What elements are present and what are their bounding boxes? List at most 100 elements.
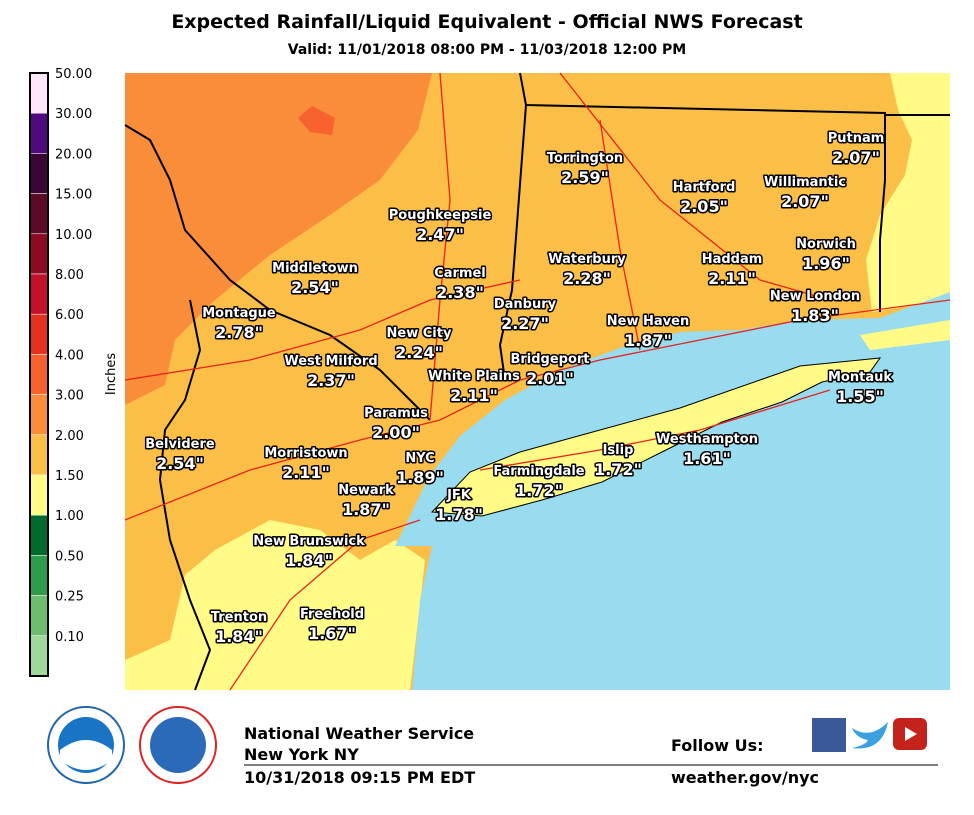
nws-logo-inner	[150, 717, 206, 773]
city-name: White Plains	[428, 369, 520, 384]
legend-swatch	[29, 273, 49, 315]
issued: 10/31/2018 09:15 PM EDT	[244, 768, 475, 787]
city-labels: Putnam 2.07" Torrington 2.59" Hartford 2.05" W…	[144, 130, 894, 648]
rainfall-amount: 2.01"	[526, 369, 574, 388]
legend-swatch	[29, 595, 49, 637]
legend-swatch	[29, 635, 49, 677]
legend-swatch	[29, 474, 49, 516]
rainfall-amount: 1.72"	[515, 481, 563, 500]
city-name: Middletown	[272, 261, 358, 276]
rainfall-amount: 1.84"	[285, 551, 333, 570]
city-name: Newark	[338, 483, 394, 498]
office: National Weather Service	[244, 724, 474, 743]
rainfall-amount: 2.54"	[291, 278, 339, 297]
legend-label: 1.50	[55, 469, 84, 484]
rainfall-amount: 2.54"	[156, 454, 204, 473]
city-name: Islip	[603, 443, 634, 458]
legend-label: 0.25	[55, 590, 84, 605]
rainfall-amount: 2.28"	[563, 269, 611, 288]
youtube-play	[905, 727, 917, 741]
legend-label: 15.00	[55, 188, 92, 203]
rainfall-amount: 1.83"	[791, 306, 839, 325]
city-name: Belvidere	[145, 437, 215, 452]
legend-label: 10.00	[55, 228, 92, 243]
rainfall-amount: 2.11"	[282, 463, 330, 482]
legend-swatch	[29, 313, 49, 355]
title: Expected Rainfall/Liquid Equivalent - Of…	[171, 11, 802, 33]
rainfall-amount: 1.89"	[396, 468, 444, 487]
footer: National Weather Service New York NY 10/…	[47, 706, 938, 787]
city-name: New Haven	[607, 314, 689, 329]
legend-label: 50.00	[55, 67, 92, 82]
rainfall-amount: 1.67"	[308, 624, 356, 643]
city-name: Carmel	[434, 266, 486, 281]
city-name: Waterbury	[548, 252, 626, 267]
map	[124, 72, 951, 691]
legend-swatch	[29, 112, 49, 154]
legend-swatch	[29, 354, 49, 395]
location: New York NY	[244, 745, 359, 764]
rainfall-amount: 2.27"	[501, 314, 549, 333]
city-name: Morristown	[264, 446, 347, 461]
rainfall-amount: 2.11"	[450, 386, 498, 405]
city-name: NYC	[405, 451, 434, 466]
city-name: Montauk	[828, 370, 892, 385]
rainfall-amount: 1.84"	[215, 627, 263, 646]
legend-label: 2.00	[55, 429, 84, 444]
rainfall-amount: 2.59"	[561, 168, 609, 187]
legend-label: 30.00	[55, 107, 92, 122]
city-name: Westhampton	[656, 432, 758, 447]
legend-label: 4.00	[55, 348, 84, 363]
legend-label: 20.00	[55, 147, 92, 162]
city-name: Farmingdale	[493, 464, 584, 479]
rainfall-amount: 2.38"	[436, 283, 484, 302]
rainfall-amount: 2.47"	[416, 225, 464, 244]
legend-label: 6.00	[55, 308, 84, 323]
rainfall-amount: 1.72"	[594, 460, 642, 479]
rainfall-amount: 2.78"	[215, 323, 263, 342]
subtitle: Valid: 11/01/2018 08:00 PM - 11/03/2018 …	[288, 42, 687, 58]
rainfall-amount: 2.05"	[680, 197, 728, 216]
legend-label: 0.10	[55, 630, 84, 645]
legend-label: 8.00	[55, 268, 84, 283]
rainfall-amount: 2.00"	[372, 423, 420, 442]
rainfall-amount: 1.78"	[435, 505, 483, 524]
city-name: New London	[770, 289, 860, 304]
legend-frame	[29, 72, 49, 677]
city-name: Montague	[202, 306, 276, 321]
legend-swatch	[29, 434, 49, 476]
noaa-bird	[60, 740, 112, 770]
city-name: New Brunswick	[253, 534, 365, 549]
city-name: Paramus	[364, 406, 428, 421]
rainfall-amount: 2.07"	[832, 148, 880, 167]
rainfall-amount: 1.87"	[624, 331, 672, 350]
city-name: Norwich	[796, 237, 856, 252]
rainfall-amount: 1.96"	[802, 254, 850, 273]
legend-title: Inches	[104, 353, 119, 395]
city-name: Freehold	[300, 607, 364, 622]
legend-swatch	[29, 555, 49, 596]
facebook-icon[interactable]	[812, 718, 846, 752]
city-name: Willimantic	[764, 175, 846, 190]
city-name: Torrington	[547, 151, 623, 166]
legend-label: 0.50	[55, 549, 84, 564]
city-name: Putnam	[828, 131, 885, 146]
rainfall-amount: 2.24"	[395, 343, 443, 362]
legend: Inches 50.00 30.00 20.00 15.00 10.00 8.00 6.00…	[29, 67, 119, 677]
rainfall-amount: 2.11"	[708, 269, 756, 288]
twitter-icon[interactable]	[852, 722, 888, 749]
rainfall-amount: 1.55"	[836, 387, 884, 406]
legend-label: 1.00	[55, 509, 84, 524]
city-name: Haddam	[702, 252, 763, 267]
city-name: New City	[387, 326, 452, 341]
rainfall-amount: 2.07"	[781, 192, 829, 211]
legend-swatch	[29, 72, 49, 114]
follow-label: Follow Us:	[671, 736, 764, 755]
legend-swatch	[29, 514, 49, 556]
rainfall-amount: 2.37"	[307, 371, 355, 390]
legend-swatch	[29, 153, 49, 194]
city-name: Bridgeport	[510, 352, 589, 367]
legend-label: 3.00	[55, 389, 84, 404]
url[interactable]: weather.gov/nyc	[671, 768, 819, 787]
